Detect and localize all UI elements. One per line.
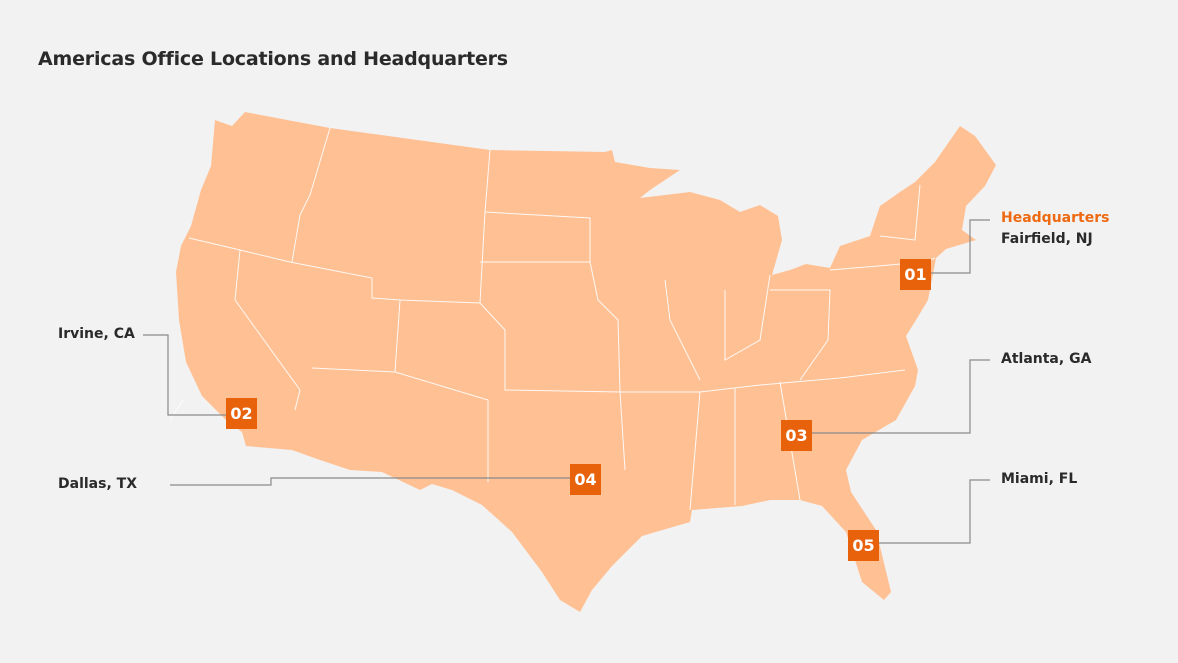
leader-line-05	[879, 479, 990, 544]
leader-line-02	[143, 334, 226, 416]
location-marker-04[interactable]: 04	[570, 464, 601, 495]
location-marker-01[interactable]: 01	[900, 259, 931, 290]
location-label-fairfield: Fairfield, NJ	[1001, 231, 1093, 247]
contiguous-us-shape	[176, 112, 996, 612]
location-marker-05[interactable]: 05	[848, 530, 879, 561]
leader-line-04	[170, 477, 570, 486]
page-title: Americas Office Locations and Headquarte…	[38, 48, 508, 70]
leader-line-03	[812, 359, 990, 434]
leader-lines	[143, 219, 990, 544]
location-label-atlanta: Atlanta, GA	[1001, 351, 1092, 367]
state-borders	[169, 127, 936, 511]
location-marker-02[interactable]: 02	[226, 398, 257, 429]
location-label-miami: Miami, FL	[1001, 471, 1078, 487]
location-label-dallas: Dallas, TX	[58, 476, 137, 492]
leader-line-01	[931, 219, 990, 274]
headquarters-tag: Headquarters	[1001, 210, 1110, 226]
location-label-irvine: Irvine, CA	[58, 326, 135, 342]
location-marker-03[interactable]: 03	[781, 420, 812, 451]
